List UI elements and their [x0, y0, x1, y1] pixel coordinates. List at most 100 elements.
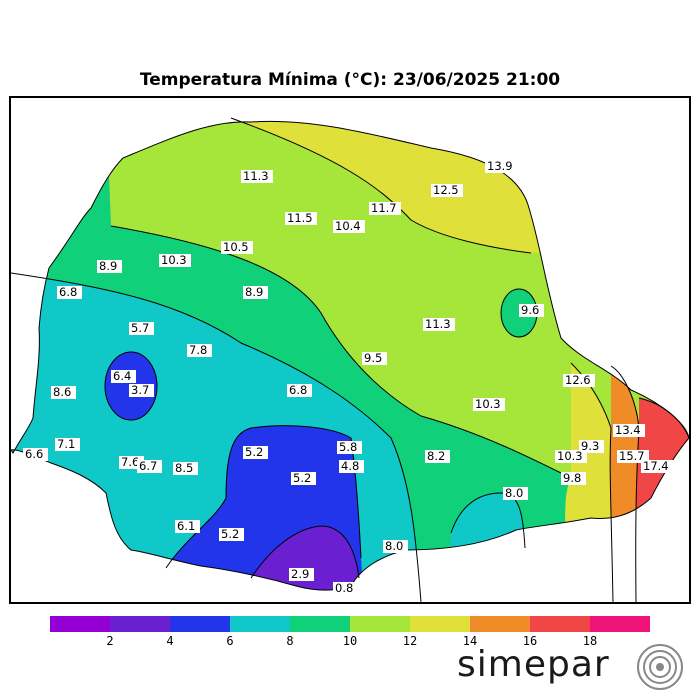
temperature-label: 8.6 — [51, 385, 76, 399]
temperature-label: 5.8 — [337, 440, 362, 454]
temperature-label: 8.9 — [97, 259, 122, 273]
legend-swatch — [170, 616, 230, 632]
temperature-label: 6.4 — [111, 369, 136, 383]
label-background — [362, 352, 387, 365]
label-value: 6.4 — [113, 369, 131, 383]
label-value: 8.0 — [385, 539, 403, 553]
temperature-label: 11.3 — [241, 169, 273, 183]
label-background — [485, 160, 517, 173]
temperature-label: 12.5 — [431, 183, 463, 197]
label-value: 10.5 — [223, 240, 249, 254]
label-background — [289, 568, 314, 581]
label-value: 11.7 — [371, 201, 397, 215]
label-value: 3.7 — [131, 383, 149, 397]
label-background — [55, 438, 80, 451]
temperature-label: 8.0 — [503, 486, 528, 500]
color-bands — [11, 121, 689, 591]
label-value: 9.8 — [563, 471, 581, 485]
temperature-label: 5.2 — [291, 471, 316, 485]
label-value: 6.6 — [25, 447, 43, 461]
label-background — [423, 318, 455, 331]
label-background — [473, 398, 505, 411]
temperature-label: 10.3 — [159, 253, 191, 267]
temperature-label: 6.6 — [23, 447, 48, 461]
label-background — [339, 460, 364, 473]
label-background — [241, 170, 273, 183]
color-legend — [50, 616, 650, 632]
label-value: 11.3 — [425, 317, 451, 331]
legend-tick-label: 12 — [402, 634, 418, 648]
simepar-logo: simepar — [457, 644, 687, 694]
label-background — [97, 260, 122, 273]
temperature-label: 10.5 — [221, 240, 253, 254]
legend-swatch — [470, 616, 530, 632]
label-value: 6.7 — [139, 459, 157, 473]
legend-swatch — [530, 616, 590, 632]
label-background — [287, 384, 312, 397]
label-background — [291, 472, 316, 485]
label-value: 6.8 — [289, 383, 307, 397]
concentric-waves-icon — [637, 644, 683, 690]
label-background — [243, 446, 268, 459]
temperature-label: 9.5 — [362, 351, 387, 365]
label-background — [613, 424, 645, 437]
label-value: 17.4 — [643, 459, 669, 473]
temperature-label: 6.8 — [287, 383, 312, 397]
label-background — [285, 212, 317, 225]
temperature-label: 7.1 — [55, 437, 80, 451]
label-value: 12.6 — [565, 373, 591, 387]
temperature-label: 10.3 — [555, 449, 587, 463]
temperature-label: 11.5 — [285, 211, 317, 225]
temperature-label: 2.9 — [289, 567, 314, 581]
temperature-label: 10.3 — [473, 397, 505, 411]
label-value: 8.9 — [99, 259, 117, 273]
label-value: 5.2 — [245, 445, 263, 459]
label-value: 8.5 — [175, 461, 193, 475]
label-background — [333, 582, 358, 595]
label-background — [425, 450, 450, 463]
label-value: 0.8 — [335, 581, 353, 595]
label-value: 10.3 — [475, 397, 501, 411]
legend-swatch — [110, 616, 170, 632]
label-background — [129, 322, 154, 335]
legend-swatch — [50, 616, 110, 632]
label-background — [173, 462, 198, 475]
label-value: 9.3 — [581, 439, 599, 453]
label-value: 5.2 — [293, 471, 311, 485]
label-background — [617, 450, 649, 463]
map-frame: 11.3 12.5 13.9 11.5 11.7 10.4 10.5 10.3 8.9 6.8 8.… — [9, 96, 691, 690]
label-background — [137, 460, 162, 473]
temperature-label: 8.5 — [173, 461, 198, 475]
temperature-label: 17.4 — [641, 459, 673, 473]
legend-tick-label: 14 — [462, 634, 478, 648]
label-background — [563, 374, 595, 387]
label-value: 8.6 — [53, 385, 71, 399]
legend-swatch — [410, 616, 470, 632]
label-background — [369, 202, 401, 215]
temperature-label: 11.7 — [369, 201, 401, 215]
legend-tick-label: 10 — [342, 634, 358, 648]
temperature-label: 5.2 — [243, 445, 268, 459]
temperature-map: 11.3 12.5 13.9 11.5 11.7 10.4 10.5 10.3 8.9 6.8 8.… — [11, 117, 689, 602]
label-background — [51, 386, 76, 399]
temperature-label: 8.0 — [383, 539, 408, 553]
label-background — [175, 520, 200, 533]
label-background — [337, 441, 362, 454]
legend-swatch — [350, 616, 410, 632]
temperature-label: 11.3 — [423, 317, 455, 331]
temperature-label: 5.2 — [219, 527, 244, 541]
temperature-label: 9.3 — [579, 439, 604, 453]
label-value: 13.9 — [487, 159, 513, 173]
label-value: 11.5 — [287, 211, 313, 225]
label-background — [333, 220, 365, 233]
label-background — [383, 540, 408, 553]
legend-swatch — [590, 616, 650, 632]
legend-tick-label: 16 — [522, 634, 538, 648]
map-title: Temperatura Mínima (°C): 23/06/2025 21:0… — [139, 70, 561, 90]
label-value: 5.8 — [339, 440, 357, 454]
temperature-label: 13.9 — [485, 159, 517, 173]
label-value: 7.8 — [189, 343, 207, 357]
legend-tick-label: 8 — [286, 634, 294, 648]
legend-tick-label: 18 — [582, 634, 598, 648]
temperature-label: 6.8 — [57, 285, 82, 299]
